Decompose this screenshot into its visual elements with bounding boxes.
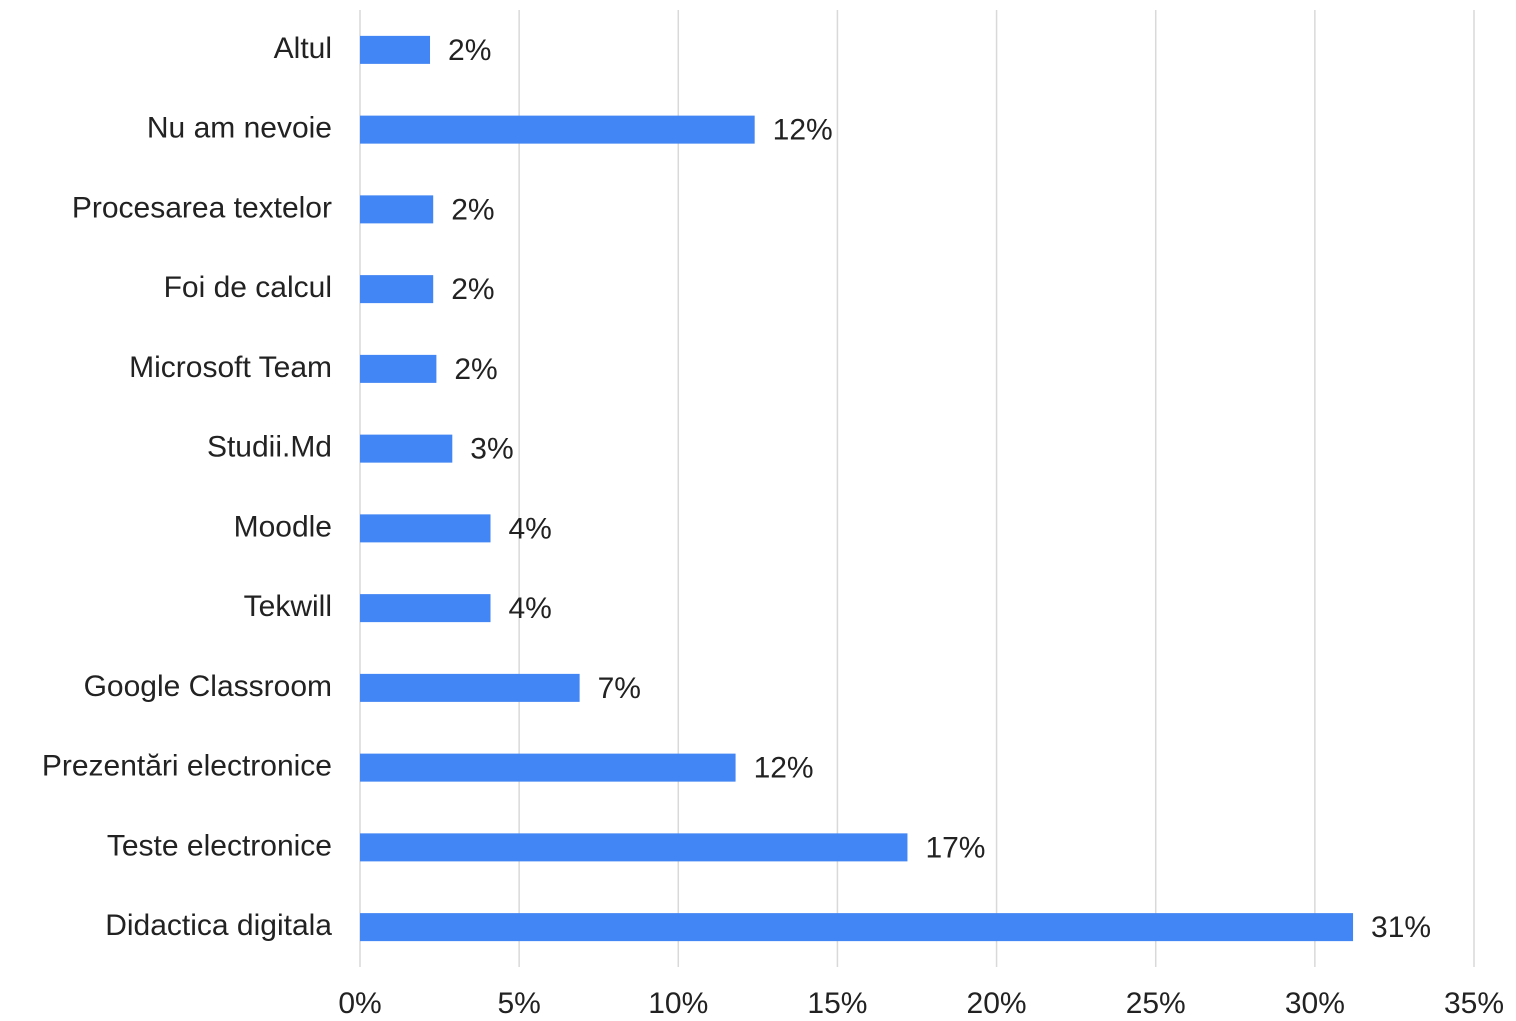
y-tick-label: Nu am nevoie: [147, 112, 332, 145]
y-tick-label: Moodle: [234, 510, 332, 543]
value-label: 12%: [754, 752, 814, 785]
bar: [360, 833, 908, 862]
y-tick-label: Procesarea textelor: [72, 191, 332, 224]
x-tick-label: 15%: [807, 987, 867, 1020]
x-tick-label: 10%: [648, 987, 708, 1020]
value-label: 2%: [451, 193, 494, 226]
value-label: 17%: [925, 831, 985, 864]
value-label: 4%: [508, 512, 551, 545]
x-tick-label: 30%: [1285, 987, 1345, 1020]
y-tick-label: Teste electronice: [107, 829, 332, 862]
value-label: 2%: [454, 353, 497, 386]
y-tick-label: Foi de calcul: [164, 271, 332, 304]
value-label: 3%: [470, 433, 513, 466]
bar: [360, 753, 736, 782]
x-tick-label: 0%: [338, 987, 381, 1020]
bar: [360, 514, 491, 543]
y-tick-label: Didactica digitala: [105, 909, 332, 942]
y-tick-label: Altul: [274, 32, 332, 65]
value-label: 4%: [508, 592, 551, 625]
bar: [360, 354, 437, 383]
bar: [360, 195, 434, 224]
x-tick-label: 25%: [1126, 987, 1186, 1020]
x-tick-label: 35%: [1444, 987, 1504, 1020]
y-tick-label: Studii.Md: [207, 431, 332, 464]
y-tick-label: Google Classroom: [84, 670, 332, 703]
bar: [360, 115, 755, 144]
y-tick-label: Tekwill: [244, 590, 332, 623]
x-tick-label: 5%: [497, 987, 540, 1020]
value-label: 2%: [448, 34, 491, 67]
bar: [360, 434, 453, 463]
x-tick-label: 20%: [967, 987, 1027, 1020]
bar: [360, 275, 434, 304]
bar: [360, 35, 431, 64]
y-tick-label: Prezentări electronice: [42, 750, 332, 783]
value-label: 2%: [451, 273, 494, 306]
bar: [360, 673, 580, 702]
y-tick-label: Microsoft Team: [129, 351, 332, 384]
bar: [360, 594, 491, 623]
value-label: 12%: [773, 114, 833, 147]
value-label: 7%: [598, 672, 641, 705]
bar: [360, 913, 1354, 942]
value-label: 31%: [1371, 911, 1431, 944]
